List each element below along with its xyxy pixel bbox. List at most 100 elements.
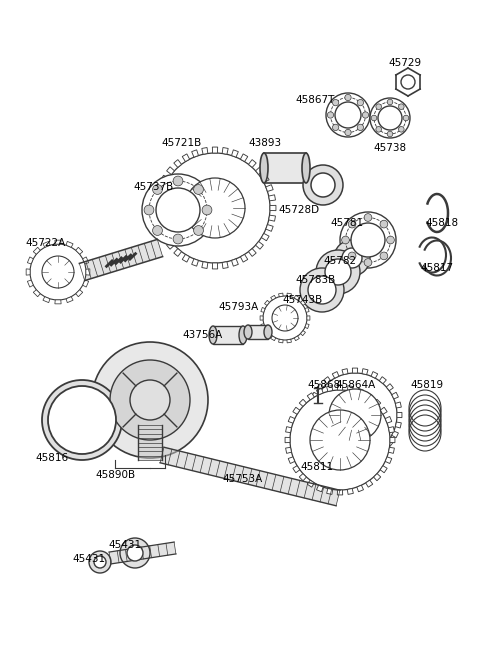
Circle shape	[153, 226, 162, 236]
Text: 45431: 45431	[72, 554, 105, 564]
Polygon shape	[352, 457, 358, 462]
Circle shape	[348, 252, 356, 260]
Polygon shape	[371, 371, 378, 379]
Polygon shape	[317, 440, 324, 446]
Polygon shape	[160, 447, 340, 506]
Polygon shape	[161, 234, 168, 241]
Circle shape	[401, 75, 415, 89]
Polygon shape	[357, 485, 363, 492]
Polygon shape	[109, 542, 176, 564]
Circle shape	[342, 248, 362, 268]
Polygon shape	[396, 422, 401, 428]
Circle shape	[311, 173, 335, 197]
Polygon shape	[261, 308, 265, 312]
Polygon shape	[392, 431, 398, 438]
Polygon shape	[249, 249, 256, 256]
Circle shape	[370, 98, 410, 138]
Polygon shape	[240, 154, 248, 161]
Text: 45811: 45811	[300, 462, 333, 472]
Polygon shape	[33, 247, 40, 255]
Polygon shape	[324, 377, 331, 384]
Circle shape	[89, 551, 111, 573]
Bar	[213, 326, 243, 344]
Circle shape	[387, 131, 393, 137]
Circle shape	[142, 174, 214, 246]
Polygon shape	[287, 339, 291, 343]
Polygon shape	[379, 446, 386, 453]
Circle shape	[310, 410, 370, 470]
Circle shape	[173, 176, 183, 186]
Polygon shape	[366, 393, 373, 400]
Text: 43893: 43893	[248, 138, 281, 148]
Circle shape	[110, 360, 190, 440]
Polygon shape	[264, 331, 269, 336]
Polygon shape	[316, 388, 323, 395]
Polygon shape	[380, 407, 387, 415]
Text: 45729: 45729	[388, 58, 421, 68]
Polygon shape	[396, 402, 401, 408]
Polygon shape	[309, 422, 315, 428]
Circle shape	[144, 205, 154, 215]
Circle shape	[371, 115, 377, 121]
Polygon shape	[157, 224, 164, 232]
Text: 45728D: 45728D	[278, 205, 319, 215]
Polygon shape	[212, 263, 217, 269]
Polygon shape	[337, 490, 343, 495]
Circle shape	[329, 389, 381, 441]
Polygon shape	[83, 257, 89, 264]
Polygon shape	[55, 240, 61, 244]
Polygon shape	[324, 446, 331, 453]
Circle shape	[364, 214, 372, 221]
Polygon shape	[307, 393, 314, 400]
Circle shape	[380, 252, 388, 260]
Polygon shape	[26, 269, 30, 275]
Polygon shape	[307, 480, 314, 487]
Polygon shape	[262, 175, 269, 182]
Polygon shape	[167, 241, 174, 249]
Circle shape	[335, 102, 361, 128]
Circle shape	[120, 538, 150, 568]
Circle shape	[263, 296, 307, 340]
Circle shape	[333, 100, 339, 106]
Polygon shape	[212, 147, 217, 153]
Polygon shape	[342, 455, 348, 461]
Polygon shape	[240, 255, 248, 262]
Circle shape	[153, 184, 162, 194]
Polygon shape	[299, 400, 306, 407]
Polygon shape	[299, 474, 306, 481]
Polygon shape	[182, 255, 190, 262]
Polygon shape	[332, 452, 339, 459]
Polygon shape	[192, 259, 198, 266]
Text: 45864A: 45864A	[335, 380, 375, 390]
Circle shape	[325, 259, 351, 285]
Text: 45793A: 45793A	[218, 302, 258, 312]
Polygon shape	[286, 447, 291, 453]
Polygon shape	[161, 175, 168, 182]
Polygon shape	[192, 150, 198, 157]
Polygon shape	[392, 392, 398, 399]
Polygon shape	[270, 205, 276, 211]
Text: 45722A: 45722A	[25, 238, 65, 248]
Circle shape	[340, 212, 396, 268]
Circle shape	[300, 268, 344, 312]
Circle shape	[30, 244, 86, 300]
Bar	[264, 153, 306, 183]
Polygon shape	[55, 300, 61, 304]
Polygon shape	[293, 466, 300, 473]
Polygon shape	[79, 239, 163, 281]
Polygon shape	[385, 417, 392, 423]
Text: 45782: 45782	[323, 256, 356, 266]
Polygon shape	[76, 290, 83, 297]
Text: 45890B: 45890B	[95, 470, 135, 480]
Text: 45431: 45431	[108, 540, 141, 550]
Circle shape	[327, 112, 334, 118]
Circle shape	[48, 386, 116, 454]
Polygon shape	[326, 489, 333, 495]
Polygon shape	[316, 485, 323, 492]
Polygon shape	[174, 249, 181, 256]
Polygon shape	[357, 388, 363, 395]
Polygon shape	[388, 447, 395, 453]
Circle shape	[308, 276, 336, 304]
Circle shape	[303, 165, 343, 205]
Ellipse shape	[209, 326, 217, 344]
